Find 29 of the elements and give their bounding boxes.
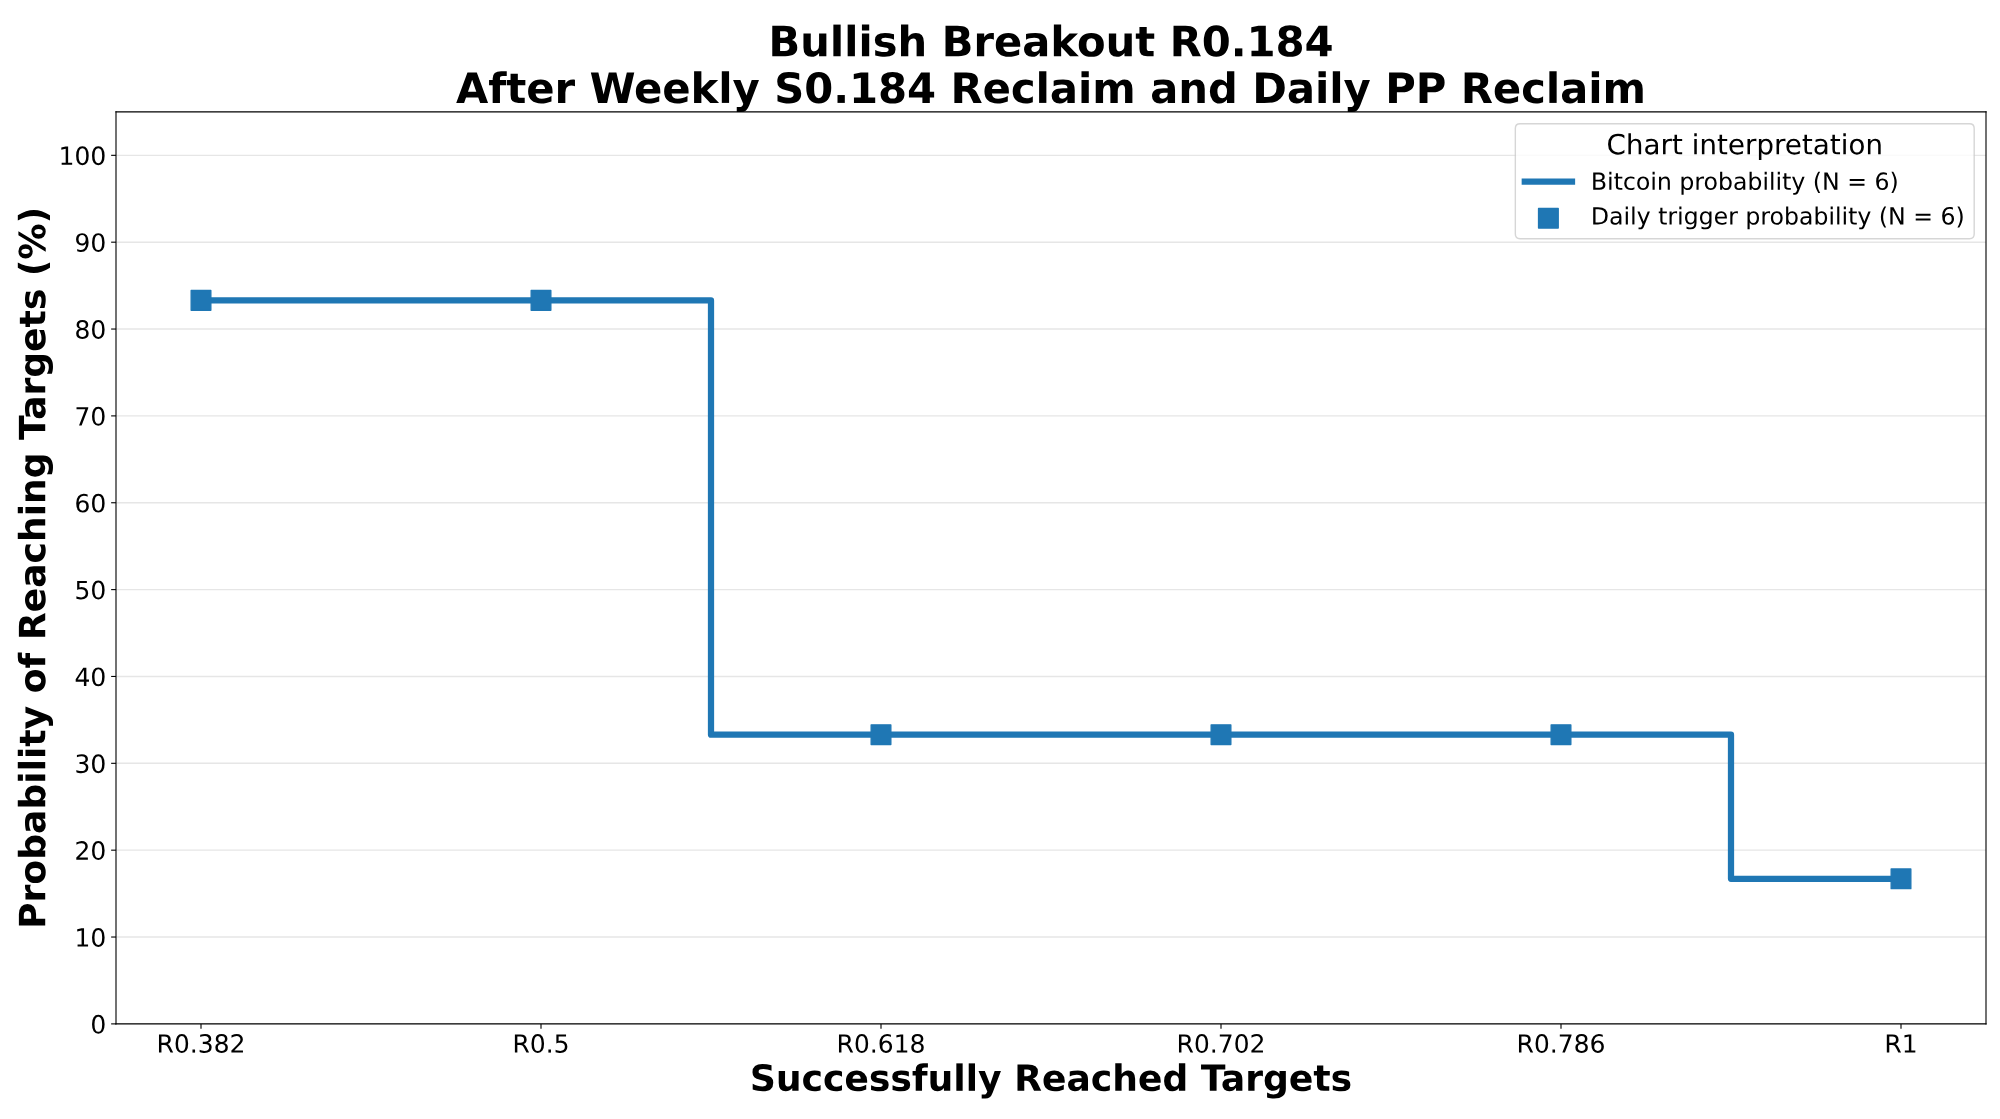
y-tick-label: 80 [76, 319, 105, 339]
x-tick-label: R1 [1886, 1034, 1916, 1053]
y-tick-label: 10 [77, 927, 105, 947]
y-tick-label: 50 [76, 580, 105, 600]
y-tick-label: 20 [76, 841, 105, 861]
x-tick-label: R0.786 [1518, 1034, 1604, 1053]
x-tick-label: R0.382 [158, 1034, 243, 1053]
chart-title: Bullish Breakout R0.184 After Weekly S0.184 Reclaim and Daily PP Reclaim [456, 24, 1643, 112]
point [530, 289, 552, 311]
point [190, 289, 212, 311]
y-axis-title: Probability of Reaching Targets (%) [17, 209, 53, 926]
y-tick-label: 30 [76, 754, 105, 774]
y-tick-label: 90 [76, 233, 105, 253]
point [870, 724, 892, 746]
point [1890, 868, 1912, 890]
legend-title: Chart interpretation [1608, 133, 1881, 161]
y-tick-label: 60 [76, 493, 105, 513]
x-tick-label: R0.702 [1178, 1034, 1263, 1053]
point [1210, 724, 1232, 746]
y-tick-label: 0 [92, 1014, 105, 1034]
y-tick-label: 70 [76, 406, 105, 426]
x-axis-title: Successfully Reached Targets [752, 1063, 1351, 1099]
x-tick-label: R0.618 [838, 1034, 924, 1053]
legend-label: Bitcoin probability (N = 6) [1593, 171, 1897, 195]
y-tick-label: 40 [75, 667, 105, 687]
y-tick-label: 100 [61, 146, 105, 166]
x-tick-label: R0.5 [514, 1034, 568, 1053]
legend-label: Daily trigger probability (N = 6) [1593, 206, 1963, 230]
point [1550, 724, 1572, 746]
